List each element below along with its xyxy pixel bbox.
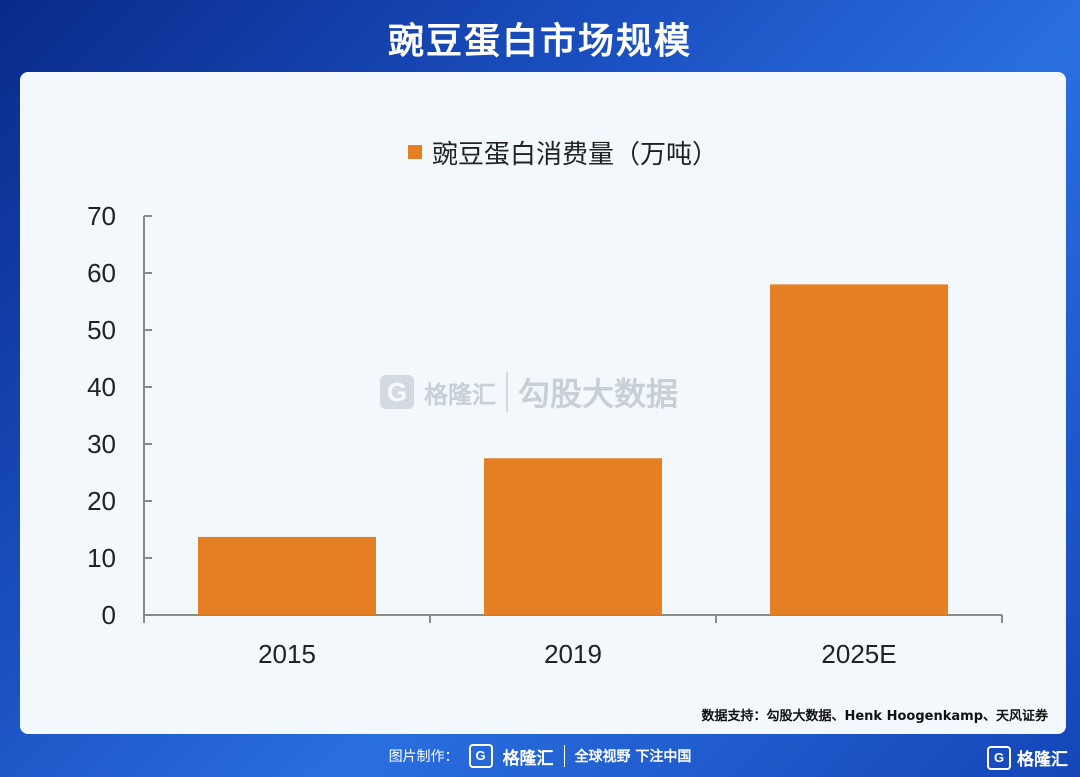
y-tick-label: 40 xyxy=(87,372,116,402)
bar xyxy=(770,284,948,615)
legend: 豌豆蛋白消费量（万吨） xyxy=(408,132,718,172)
y-tick-label: 50 xyxy=(87,315,116,345)
page-title: 豌豆蛋白市场规模 xyxy=(387,21,692,62)
chart-card: 0 10 20 30 40 50 60 70 2015 2019 2025E 豌豆蛋白消费量（万吨… xyxy=(20,72,1066,734)
x-tick-label: 2015 xyxy=(258,639,316,669)
y-tick-label: 20 xyxy=(87,486,116,516)
x-axis: 2015 2019 2025E xyxy=(143,614,1003,669)
bars xyxy=(198,284,948,615)
x-tick-label: 2025E xyxy=(821,639,896,669)
watermark-divider xyxy=(506,372,508,412)
x-tick-label: 2019 xyxy=(544,639,602,669)
watermark-logo-icon: G xyxy=(380,375,414,409)
corner-logo: G 格隆汇 xyxy=(987,745,1068,770)
watermark-partner: 勾股大数据 xyxy=(518,375,679,413)
footer-brand: 格隆汇 xyxy=(502,748,554,769)
footer: 图片制作： G 格隆汇 全球视野 下注中国 xyxy=(0,738,1080,774)
corner-brand: 格隆汇 xyxy=(1017,750,1068,770)
y-tick-label: 10 xyxy=(87,543,116,573)
bar xyxy=(198,536,376,615)
watermark: G 格隆汇 勾股大数据 xyxy=(380,362,720,422)
y-tick-label: 60 xyxy=(87,258,116,288)
y-tick-label: 30 xyxy=(87,429,116,459)
y-tick-label: 70 xyxy=(87,201,116,231)
legend-label: 豌豆蛋白消费量（万吨） xyxy=(432,139,719,170)
corner-logo-icon: G xyxy=(987,745,1011,770)
y-axis: 0 10 20 30 40 50 60 70 xyxy=(87,201,152,630)
bar xyxy=(484,458,662,615)
footer-logo-icon: G xyxy=(468,744,493,768)
y-tick-label: 0 xyxy=(102,600,116,630)
footer-slogan: 全球视野 下注中国 xyxy=(574,749,692,765)
legend-swatch xyxy=(408,145,422,159)
watermark-brand: 格隆汇 xyxy=(424,380,496,409)
bar-chart: 0 10 20 30 40 50 60 70 2015 2019 2025E xyxy=(87,201,1003,669)
data-source: 数据支持：勾股大数据、Henk Hoogenkamp、天风证券 xyxy=(701,709,1048,724)
footer-divider xyxy=(563,745,565,767)
footer-label: 图片制作： xyxy=(388,749,459,765)
